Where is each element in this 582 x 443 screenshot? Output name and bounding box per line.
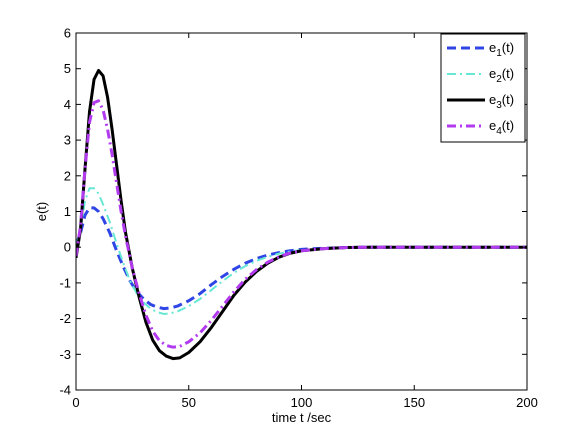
y-tick-label: 4 (64, 97, 71, 112)
legend-label-e2: e2(t) (489, 66, 514, 85)
y-tick-label: -3 (59, 347, 71, 362)
legend: e1(t) e2(t) e3(t) e4(t) (440, 33, 526, 143)
y-tick-label: -2 (59, 311, 71, 326)
x-tick-label: 0 (72, 395, 79, 410)
y-tick-label: 1 (64, 204, 71, 219)
x-tick-label: 200 (516, 395, 538, 410)
x-tick-label: 50 (182, 395, 196, 410)
y-tick-label: 2 (64, 168, 71, 183)
series-line-e4 (76, 99, 527, 349)
y-axis-label: e(t) (34, 202, 49, 222)
x-tick-label: 150 (403, 395, 425, 410)
series-line-e2 (76, 187, 527, 315)
x-axis-label: time t /sec (272, 410, 332, 425)
y-tick-label: 5 (64, 61, 71, 76)
y-tick-label: 3 (64, 133, 71, 148)
y-tick-label: -4 (59, 383, 71, 398)
legend-label-e1: e1(t) (489, 40, 514, 59)
series-line-e1 (76, 206, 527, 311)
x-tick-label: 100 (291, 395, 313, 410)
series-layer (76, 68, 527, 361)
axis-layer: 0 50 100 150 200 -4 -3 -2 -1 0 1 2 3 4 5 6 (59, 26, 537, 411)
legend-label-e4: e4(t) (489, 118, 514, 137)
y-tick-label: -1 (59, 275, 71, 290)
legend-box (440, 33, 526, 143)
legend-label-e3: e3(t) (489, 92, 514, 111)
y-tick-label: 6 (64, 26, 71, 41)
y-tick-label: 0 (64, 240, 71, 255)
